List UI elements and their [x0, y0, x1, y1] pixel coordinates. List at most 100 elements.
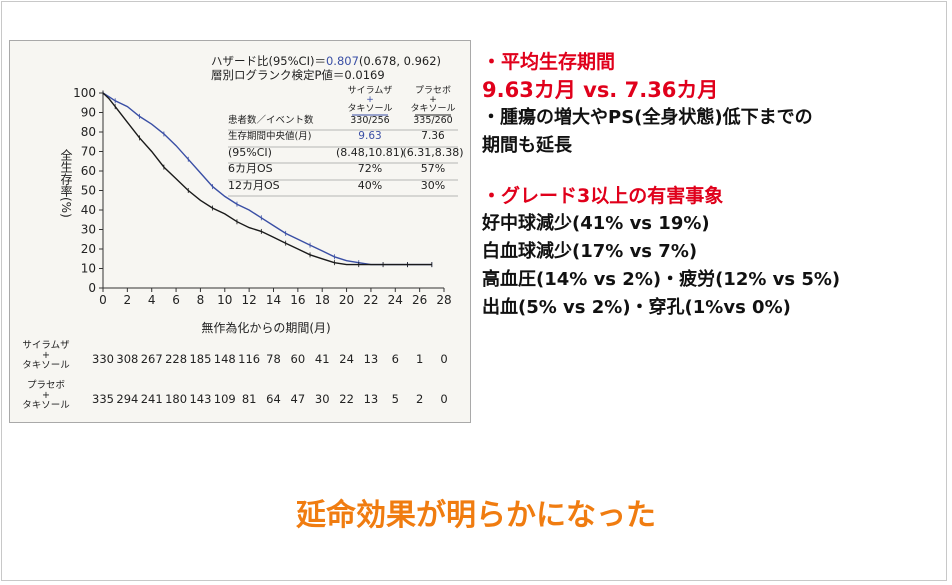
- hr-annotation: ハザード比(95%CI)＝0.807(0.678, 0.962) 層別ログランク…: [211, 54, 441, 82]
- risk-row-label: タキソール: [22, 360, 70, 371]
- svg-text:+: +: [366, 95, 374, 105]
- survival-figure: 0 10 20 30 40 50 60 70 80 90 100 0 2 4 6 8 10 12 14 16 18 20 2…: [9, 40, 471, 423]
- risk-value: 5: [392, 392, 399, 406]
- stats-value-ramucirumab: (8.48,10.81): [336, 146, 404, 159]
- risk-row-label: +: [42, 390, 50, 401]
- stats-value-placebo: 30%: [421, 179, 445, 192]
- stats-value-placebo: 7.36: [421, 130, 445, 142]
- adverse-event-item: 高血圧(14% vs 2%)・疲労(12% vs 5%): [482, 269, 841, 290]
- y-tick-label: 100: [73, 86, 96, 100]
- x-tick-label: 4: [148, 293, 156, 307]
- x-tick-label: 26: [412, 293, 427, 307]
- svg-text:タキソール: タキソール: [410, 103, 455, 114]
- x-tick-label: 20: [339, 293, 354, 307]
- svg-text:+: +: [429, 95, 437, 105]
- risk-value: 6: [392, 352, 399, 366]
- y-tick-label: 50: [81, 184, 96, 198]
- stats-row-label: 6カ月OS: [228, 162, 273, 175]
- risk-value: 81: [242, 392, 257, 406]
- risk-value: 41: [315, 352, 330, 366]
- y-tick-label: 0: [88, 281, 96, 295]
- risk-value: 60: [291, 352, 306, 366]
- risk-value: 228: [165, 352, 187, 366]
- risk-value: 78: [266, 352, 281, 366]
- x-axis-label: 無作為化からの期間(月): [201, 320, 330, 335]
- risk-row-label: プラセボ: [27, 380, 66, 391]
- stats-value-ramucirumab: 9.63: [358, 130, 381, 142]
- adverse-event-item: 出血(5% vs 2%)・穿孔(1%vs 0%): [482, 297, 791, 318]
- risk-value: 143: [189, 392, 211, 406]
- stats-value-placebo: 335/260: [413, 115, 452, 126]
- x-tick-label: 6: [172, 293, 180, 307]
- x-tick-label: 10: [217, 293, 232, 307]
- stats-value-placebo: (6.31,8.38): [402, 146, 463, 159]
- risk-value: 267: [141, 352, 163, 366]
- risk-value: 1: [416, 352, 423, 366]
- y-tick-label: 20: [81, 242, 96, 256]
- hr-value: 0.807: [326, 54, 359, 68]
- svg-text:サイラムザ: サイラムザ: [348, 85, 393, 96]
- risk-value: 13: [364, 352, 379, 366]
- stats-value-ramucirumab: 40%: [358, 179, 382, 192]
- risk-value: 335: [92, 392, 114, 406]
- svg-text:プラセボ: プラセボ: [415, 85, 451, 96]
- y-tick-label: 80: [81, 125, 96, 139]
- adverse-events-heading: ・グレード3以上の有害事象: [482, 185, 724, 207]
- y-tick-label: 30: [81, 223, 96, 237]
- y-tick-label: 90: [81, 106, 96, 120]
- risk-value: 185: [189, 352, 211, 366]
- risk-value: 330: [92, 352, 114, 366]
- y-tick-label: 60: [81, 164, 96, 178]
- stats-row-label: 生存期間中央値(月): [228, 130, 311, 142]
- stats-row-label: 12カ月OS: [228, 179, 280, 192]
- stats-table: 患者数／イベント数 330/256 335/260 生存期間中央値(月) 9.63 7.3…: [228, 114, 464, 197]
- risk-value: 24: [339, 352, 354, 366]
- x-tick-label: 14: [266, 293, 281, 307]
- stats-value-ramucirumab: 72%: [358, 162, 382, 175]
- risk-value: 294: [116, 392, 138, 406]
- stats-row-label: (95%CI): [228, 146, 272, 159]
- risk-row-label: タキソール: [22, 400, 70, 411]
- x-tick-label: 24: [388, 293, 403, 307]
- x-tick-label: 0: [99, 293, 107, 307]
- risk-value: 109: [214, 392, 236, 406]
- stats-header-placebo: プラセボ + タキソール: [410, 85, 455, 114]
- risk-value: 308: [116, 352, 138, 366]
- risk-value: 148: [214, 352, 236, 366]
- risk-row-label: +: [42, 350, 50, 361]
- x-tick-label: 16: [290, 293, 305, 307]
- risk-value: 116: [238, 352, 260, 366]
- survival-heading: ・平均生存期間: [482, 51, 616, 73]
- x-tick-label: 12: [242, 293, 257, 307]
- stats-row-label: 患者数／イベント数: [228, 114, 314, 126]
- progression-note-2: 期間も延長: [482, 135, 572, 156]
- conclusion-text: 延命効果が明らかになった: [296, 498, 656, 533]
- risk-value: 64: [266, 392, 281, 406]
- logrank-text: 層別ログランク検定P値＝0.0169: [211, 68, 385, 82]
- progression-note-1: ・腫瘍の増大やPS(全身状態)低下までの: [482, 107, 813, 128]
- risk-value: 241: [141, 392, 163, 406]
- adverse-event-item: 好中球減少(41% vs 19%): [482, 213, 710, 234]
- svg-text:全生存率(%): 全生存率(%): [59, 148, 73, 218]
- risk-row-label: サイラムザ: [22, 340, 70, 351]
- x-tick-label: 2: [124, 293, 132, 307]
- y-tick-label: 10: [81, 262, 96, 276]
- summary-panel: ・平均生存期間 9.63カ月 vs. 7.36カ月 ・腫瘍の増大やPS(全身状態…: [482, 48, 948, 322]
- y-axis-label: 全生存率(%): [59, 148, 73, 218]
- stats-value-ramucirumab: 330/256: [350, 115, 389, 126]
- risk-value: 0: [440, 392, 447, 406]
- x-tick-label: 8: [197, 293, 205, 307]
- risk-table: サイラムザ+タキソール 330 308 267 228 185 148 116 78 60 41 24…: [22, 340, 447, 411]
- y-tick-label: 40: [81, 203, 96, 217]
- y-tick-label: 70: [81, 145, 96, 159]
- risk-value: 13: [364, 392, 379, 406]
- svg-text:タキソール: タキソール: [347, 103, 392, 114]
- svg-text:ハザード比(95%CI)＝0.807(0.678, 0.96: ハザード比(95%CI)＝0.807(0.678, 0.962): [211, 54, 441, 68]
- x-tick-label: 28: [436, 293, 451, 307]
- x-tick-label: 18: [315, 293, 330, 307]
- survival-value: 9.63カ月 vs. 7.36カ月: [482, 78, 719, 102]
- risk-value: 47: [291, 392, 306, 406]
- hr-ci: (0.678, 0.962): [359, 54, 441, 68]
